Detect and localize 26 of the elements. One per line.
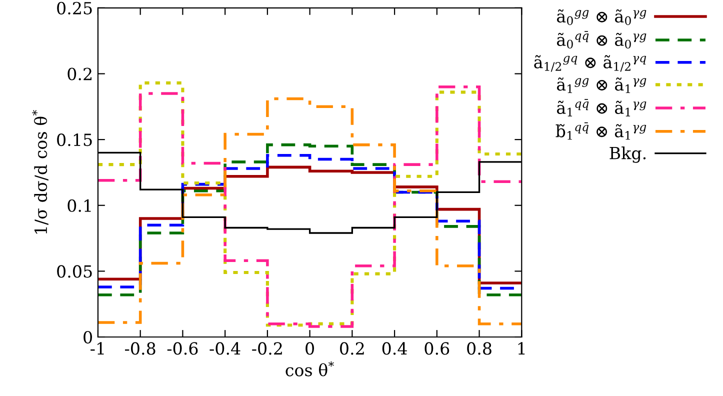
y-tick-label: 0 — [84, 330, 92, 344]
x-tick-label: -0.6 — [167, 342, 198, 355]
y-tick-label: 0.15 — [57, 134, 92, 146]
x-tick-label: 1 — [518, 342, 525, 355]
x-tick-label: -0.4 — [210, 342, 240, 355]
legend-label: ã$_{1/2}$$^{gq}$ ⊗ ã$_{1/2}$$^{γq}$ — [534, 55, 646, 72]
legend-label: ã$_{1}$$^{gg}$ ⊗ ã$_{1}$$^{γg}$ — [556, 78, 646, 94]
x-tick-label: 0.8 — [467, 342, 492, 355]
y-tick-label: 0.25 — [57, 2, 92, 14]
y-tick-label: 0.1 — [68, 199, 91, 212]
y-tick-label: 0.05 — [57, 265, 92, 278]
legend-label: ã$_{0}$$^{gg}$ ⊗ ã$_{0}$$^{γg}$ — [556, 9, 646, 26]
x-tick-label: -0.2 — [252, 342, 282, 355]
x-tick-label: 0.6 — [424, 342, 450, 355]
legend-label: ã$_{1}$$^{qq̄}$ ⊗ ã$_{1}$$^{γg}$ — [556, 99, 646, 116]
legend-label: ã$_{0}$$^{qq̄}$ ⊗ ã$_{0}$$^{γg}$ — [556, 31, 646, 49]
x-tick-label: -0.8 — [124, 342, 156, 355]
x-tick-label: 0.4 — [382, 342, 407, 355]
y-tick-label: 0.2 — [68, 68, 92, 80]
y-axis-title: 1/σ dσ/d cos θ$^{*}$ — [32, 110, 48, 234]
legend-label: Bkg. — [610, 146, 646, 163]
x-axis-title: cos θ$^{*}$ — [286, 361, 334, 376]
x-tick-label: 0.2 — [340, 342, 364, 355]
x-tick-label: 0 — [306, 342, 314, 355]
legend-label: b̃$_{1}$$^{qq̄}$ ⊗ ã$_{1}$$^{γg}$ — [556, 122, 646, 140]
x-tick-label: -1 — [90, 342, 104, 355]
